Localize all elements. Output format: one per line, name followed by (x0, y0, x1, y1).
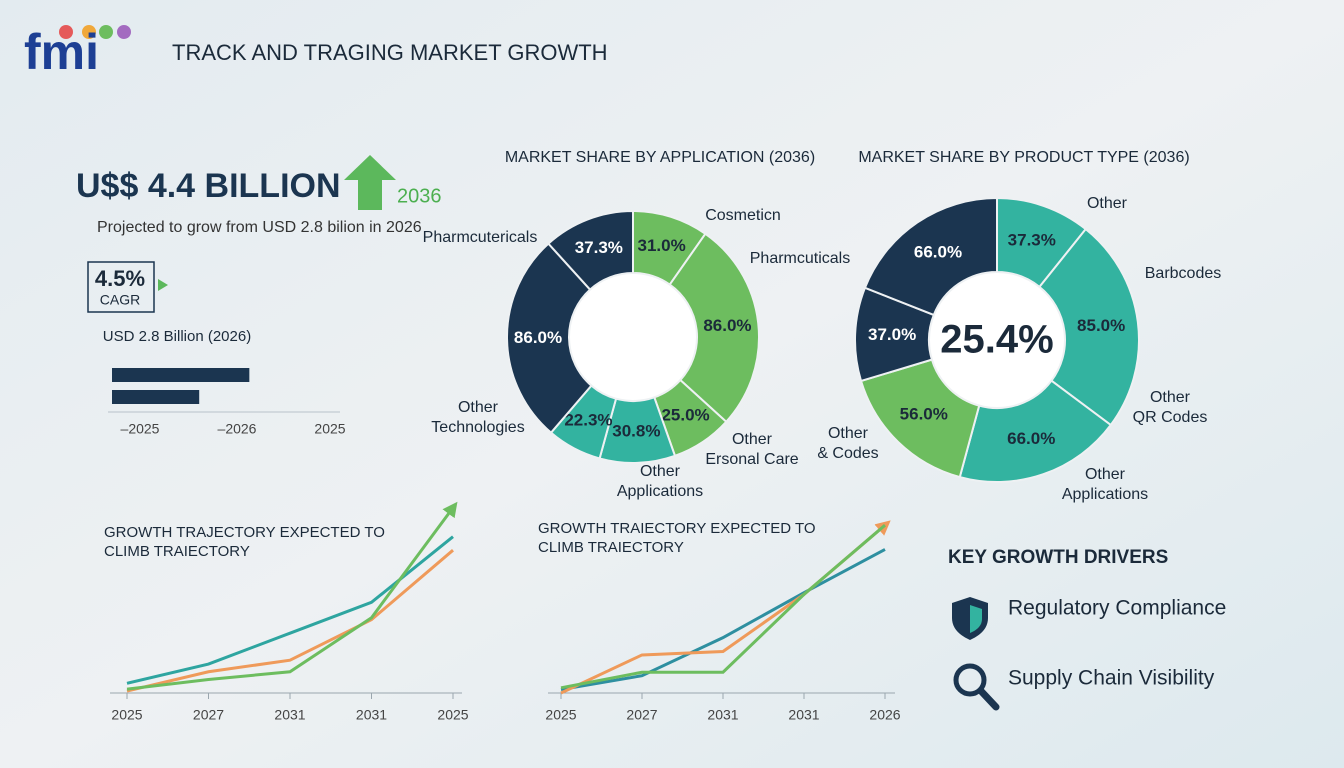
callout: QR Codes (1133, 409, 1208, 426)
callout: Pharmcutericals (423, 229, 538, 246)
x-tick-label: 2031 (274, 707, 305, 723)
slice-label: 66.0% (914, 243, 962, 262)
cagr-label: CAGR (100, 292, 140, 308)
slice-label: 56.0% (900, 405, 948, 424)
cagr-value: 4.5% (95, 266, 145, 291)
x-tick-label: 2031 (707, 707, 738, 723)
logo-dot (82, 25, 96, 39)
x-tick-label: –2026 (218, 421, 257, 437)
callout: Applications (1062, 486, 1148, 503)
chart-title: CLIMB TRAIECTORY (538, 539, 684, 556)
slice-label: 25.0% (661, 406, 709, 425)
line-series (560, 548, 886, 692)
callout: & Codes (817, 445, 878, 462)
kpi-subtitle: Projected to grow from USD 2.8 bilion in… (97, 219, 422, 236)
x-tick-label: 2027 (193, 707, 224, 723)
slice-label: 85.0% (1077, 316, 1125, 335)
shield-icon-inner (970, 605, 982, 633)
callout: Cosmeticn (705, 207, 781, 224)
cagr-box (87, 261, 155, 313)
logo-dot (99, 25, 113, 39)
donut-slice (958, 379, 1113, 483)
x-tick-label: –2025 (121, 421, 160, 437)
donut-slice (546, 209, 634, 291)
callout: Pharmcuticals (750, 250, 850, 267)
slice-label: 22.3% (564, 410, 612, 429)
slice-label: 37.3% (575, 238, 623, 257)
line-series (126, 501, 458, 691)
donut-slice (863, 196, 998, 317)
donut-slice (1038, 227, 1140, 427)
donut-hole (570, 274, 696, 400)
up-arrow-icon (344, 155, 396, 210)
x-tick-label: 2025 (545, 707, 576, 723)
slice-label: 37.3% (1008, 230, 1056, 249)
x-tick-label: 2031 (788, 707, 819, 723)
slice-label: 86.0% (514, 328, 562, 347)
search-icon (953, 663, 987, 697)
center-label: 25.4% (940, 318, 1053, 362)
logo-dot (59, 25, 73, 39)
bar (112, 390, 200, 404)
x-tick-label: 2025 (111, 707, 142, 723)
callout: Other (640, 463, 681, 480)
x-tick-label: 2031 (356, 707, 387, 723)
search-icon-handle (977, 687, 1000, 711)
slice-label: 66.0% (1007, 429, 1055, 448)
chart-title: GROWTH TRAJECTORY EXPECTED TO (104, 524, 385, 541)
x-tick-label: 2025 (314, 421, 345, 437)
slice-label: 30.8% (612, 421, 660, 440)
x-tick-label: 2026 (869, 707, 900, 723)
drivers-title: KEY GROWTH DRIVERS (948, 547, 1168, 568)
callout: Applications (617, 483, 703, 500)
x-tick-label: 2025 (437, 707, 468, 723)
line-series (126, 549, 454, 693)
callout: Other (458, 399, 499, 416)
page-title: TRACK AND TRAGING MARKET GROWTH (172, 40, 608, 65)
slice-label: 86.0% (703, 316, 751, 335)
callout: Other (1150, 389, 1191, 406)
driver-item: Supply Chain Visibility (1008, 667, 1215, 690)
driver-item: Regulatory Compliance (1008, 597, 1226, 620)
logo-text: fmi (24, 24, 99, 80)
bar (112, 368, 250, 382)
donut-hole (930, 273, 1064, 407)
donut-slice (506, 242, 593, 435)
callout: Barbcodes (1145, 265, 1222, 282)
logo-dot (117, 25, 131, 39)
callout: Technologies (431, 419, 524, 436)
callout: Other (1085, 466, 1126, 483)
slice-label: 37.0% (868, 325, 916, 344)
chart-title: CLIMB TRAIECTORY (104, 543, 250, 560)
donut-slice (668, 232, 760, 424)
chart-title: MARKET SHARE BY PRODUCT TYPE (2036) (858, 149, 1189, 166)
slice-label: 31.0% (638, 236, 686, 255)
logo: fmi (24, 24, 131, 80)
callout: Other (1087, 195, 1128, 212)
callout: Other (828, 425, 869, 442)
chart-title: USD 2.8 Billion (2026) (103, 328, 251, 345)
chart-title: MARKET SHARE BY APPLICATION (2036) (505, 149, 815, 166)
kpi-year: 2036 (397, 185, 442, 207)
callout: Other (732, 431, 773, 448)
line-series (560, 524, 886, 690)
chart-title: GROWTH TRAIECTORY EXPECTED TO (538, 520, 816, 537)
cagr-arrow (158, 279, 168, 291)
callout: Ersonal Care (705, 451, 798, 468)
kpi-value: U$$ 4.4 BILLION (76, 167, 341, 205)
x-tick-label: 2027 (626, 707, 657, 723)
